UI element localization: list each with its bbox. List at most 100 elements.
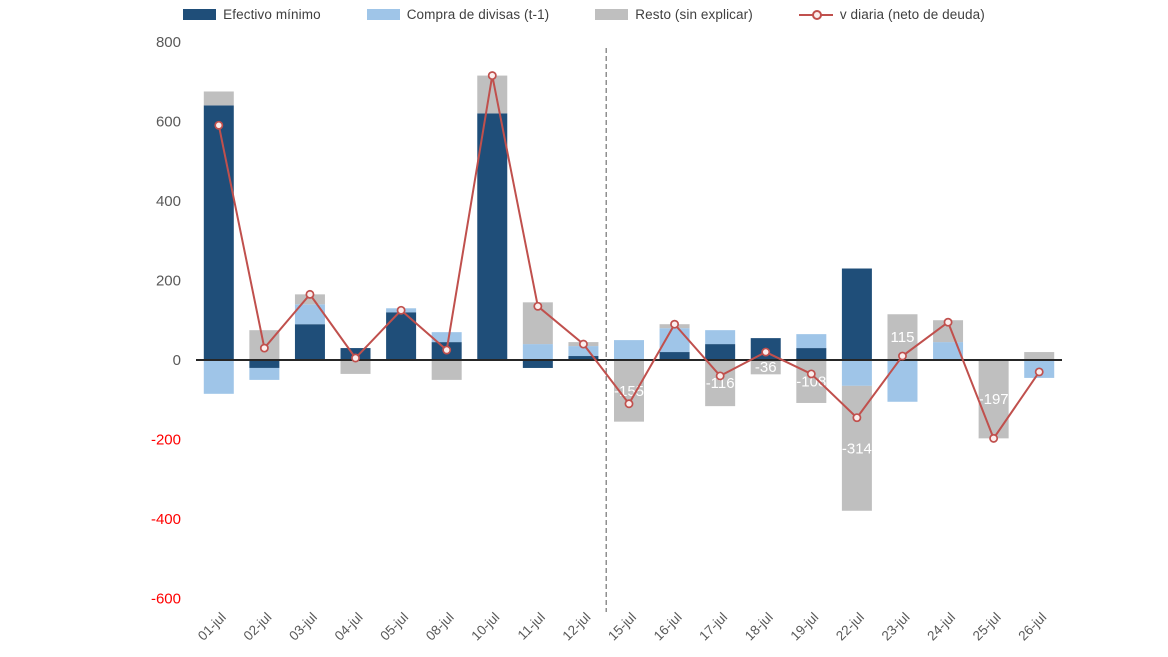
legend-item-v-diaria: v diaria (neto de deuda) <box>798 6 985 22</box>
bar-segment-compra-22-jul <box>841 360 872 386</box>
v-diaria-marker-15-jul <box>624 399 634 409</box>
legend-swatch-efectivo-minimo <box>183 8 217 20</box>
v-diaria-marker-19-jul <box>806 369 816 379</box>
y-tick-label: -200 <box>151 432 181 449</box>
x-axis-label-23-jul: 23-jul <box>879 610 913 644</box>
v-diaria-marker-23-jul <box>898 351 907 361</box>
x-axis-label-17-jul: 17-jul <box>696 610 730 644</box>
chart-legend: Efectivo mínimo Compra de divisas (t-1) … <box>0 2 1168 26</box>
bar-segment-compra-01-jul <box>203 360 234 394</box>
legend-swatch-compra-divisas <box>366 8 400 20</box>
bar-segment-compra-11-jul <box>522 344 553 360</box>
bar-segment-efectivo-22-jul <box>841 268 872 360</box>
x-axis-label-15-jul: 15-jul <box>605 610 639 644</box>
bar-segment-efectivo-11-jul <box>522 360 553 368</box>
bar-data-label: -116 <box>706 375 735 392</box>
legend-item-compra-divisas: Compra de divisas (t-1) <box>366 6 550 22</box>
v-diaria-marker-24-jul <box>943 317 953 327</box>
x-axis-label-03-jul: 03-jul <box>286 610 320 644</box>
bar-segment-resto-24-jul <box>933 320 964 343</box>
bar-segment-compra-24-jul <box>933 342 964 360</box>
y-tick-label: 200 <box>156 272 181 289</box>
bar-segment-compra-02-jul <box>249 367 280 380</box>
bar-segment-resto-18-jul <box>750 360 781 375</box>
v-diaria-marker-08-jul <box>442 345 452 355</box>
y-tick-label: -600 <box>151 591 181 608</box>
v-diaria-marker-25-jul <box>989 433 999 443</box>
x-axis-label-19-jul: 19-jul <box>787 610 821 644</box>
v-diaria-marker-03-jul <box>305 289 315 299</box>
v-diaria-marker-10-jul <box>487 71 497 81</box>
legend-item-efectivo-minimo: Efectivo mínimo <box>183 7 321 22</box>
bar-segment-compra-17-jul <box>705 330 736 345</box>
bar-segment-resto-22-jul <box>841 385 872 511</box>
y-tick-label: 600 <box>156 113 181 130</box>
bar-segment-efectivo-03-jul <box>294 324 325 360</box>
legend-label-resto: Resto (sin explicar) <box>635 6 753 22</box>
x-axis-label-01-jul: 01-jul <box>195 610 229 644</box>
bar-segment-compra-15-jul <box>614 340 644 360</box>
x-axis-label-24-jul: 24-jul <box>924 610 958 644</box>
bar-segment-resto-26-jul <box>1024 352 1055 360</box>
legend-line-marker-icon <box>798 9 833 20</box>
legend-swatch-resto <box>595 8 629 20</box>
x-axis-label-11-jul: 11-jul <box>515 610 548 643</box>
x-axis-label-08-jul: 08-jul <box>423 610 457 644</box>
v-diaria-marker-01-jul <box>214 120 224 130</box>
bar-segment-resto-03-jul <box>294 294 325 305</box>
bar-segment-compra-08-jul <box>431 332 462 343</box>
x-axis-label-18-jul: 18-jul <box>742 610 776 644</box>
bar-data-label: 115 <box>891 329 915 346</box>
v-diaria-marker-26-jul <box>1034 367 1044 377</box>
x-axis-label-10-jul: 10-jul <box>468 610 502 644</box>
x-axis-label-02-jul: 02-jul <box>241 610 275 644</box>
bar-segment-resto-17-jul <box>705 360 736 407</box>
x-axis-label-12-jul: 12-jul <box>560 610 594 644</box>
bar-segment-efectivo-17-jul <box>705 344 736 360</box>
bar-segment-resto-08-jul <box>431 360 462 380</box>
x-axis-label-04-jul: 04-jul <box>332 610 366 644</box>
bar-segment-compra-23-jul <box>887 360 918 402</box>
bar-segment-resto-19-jul <box>796 360 827 403</box>
bar-segment-efectivo-01-jul <box>203 105 234 361</box>
v-diaria-marker-04-jul <box>351 353 360 363</box>
bar-segment-efectivo-02-jul <box>249 360 280 368</box>
y-tick-label: -400 <box>151 511 181 528</box>
legend-label-compra-divisas: Compra de divisas (t-1) <box>406 6 550 22</box>
v-diaria-marker-12-jul <box>578 339 588 349</box>
x-axis-label-16-jul: 16-jul <box>651 610 685 644</box>
legend-line-dot <box>811 10 822 20</box>
bar-segment-efectivo-19-jul <box>796 348 827 360</box>
bar-data-label: -314 <box>842 440 872 457</box>
bar-segment-efectivo-12-jul <box>568 356 599 360</box>
legend-label-efectivo-minimo: Efectivo mínimo <box>223 6 321 22</box>
v-diaria-marker-02-jul <box>259 343 269 353</box>
bar-data-label: -108 <box>796 373 826 390</box>
bar-segment-efectivo-10-jul <box>477 113 508 360</box>
bar-segment-compra-16-jul <box>659 328 690 353</box>
bar-segment-compra-03-jul <box>294 304 325 325</box>
legend-label-v-diaria: v diaria (neto de deuda) <box>839 6 985 22</box>
bar-data-label: -36 <box>755 359 777 376</box>
y-tick-label: 800 <box>156 34 181 51</box>
v-diaria-marker-05-jul <box>396 305 406 315</box>
bar-segment-resto-04-jul <box>340 360 371 374</box>
x-axis-label-26-jul: 26-jul <box>1015 610 1049 644</box>
v-diaria-marker-16-jul <box>670 319 680 329</box>
bar-segment-resto-01-jul <box>203 91 234 106</box>
v-diaria-marker-17-jul <box>715 371 725 381</box>
y-tick-label: 0 <box>173 352 181 369</box>
v-diaria-marker-22-jul <box>852 413 862 423</box>
legend-item-resto: Resto (sin explicar) <box>595 7 753 22</box>
bar-segment-compra-12-jul <box>568 346 599 357</box>
bar-segment-resto-10-jul <box>477 75 508 114</box>
x-axis-label-25-jul: 25-jul <box>970 610 1004 644</box>
bar-segment-efectivo-16-jul <box>659 352 690 360</box>
x-axis-label-22-jul: 22-jul <box>833 610 867 644</box>
y-tick-label: 400 <box>156 193 181 210</box>
bar-data-label: -155 <box>614 383 644 400</box>
bar-data-label: -197 <box>979 391 1009 408</box>
v-diaria-marker-11-jul <box>533 301 543 311</box>
